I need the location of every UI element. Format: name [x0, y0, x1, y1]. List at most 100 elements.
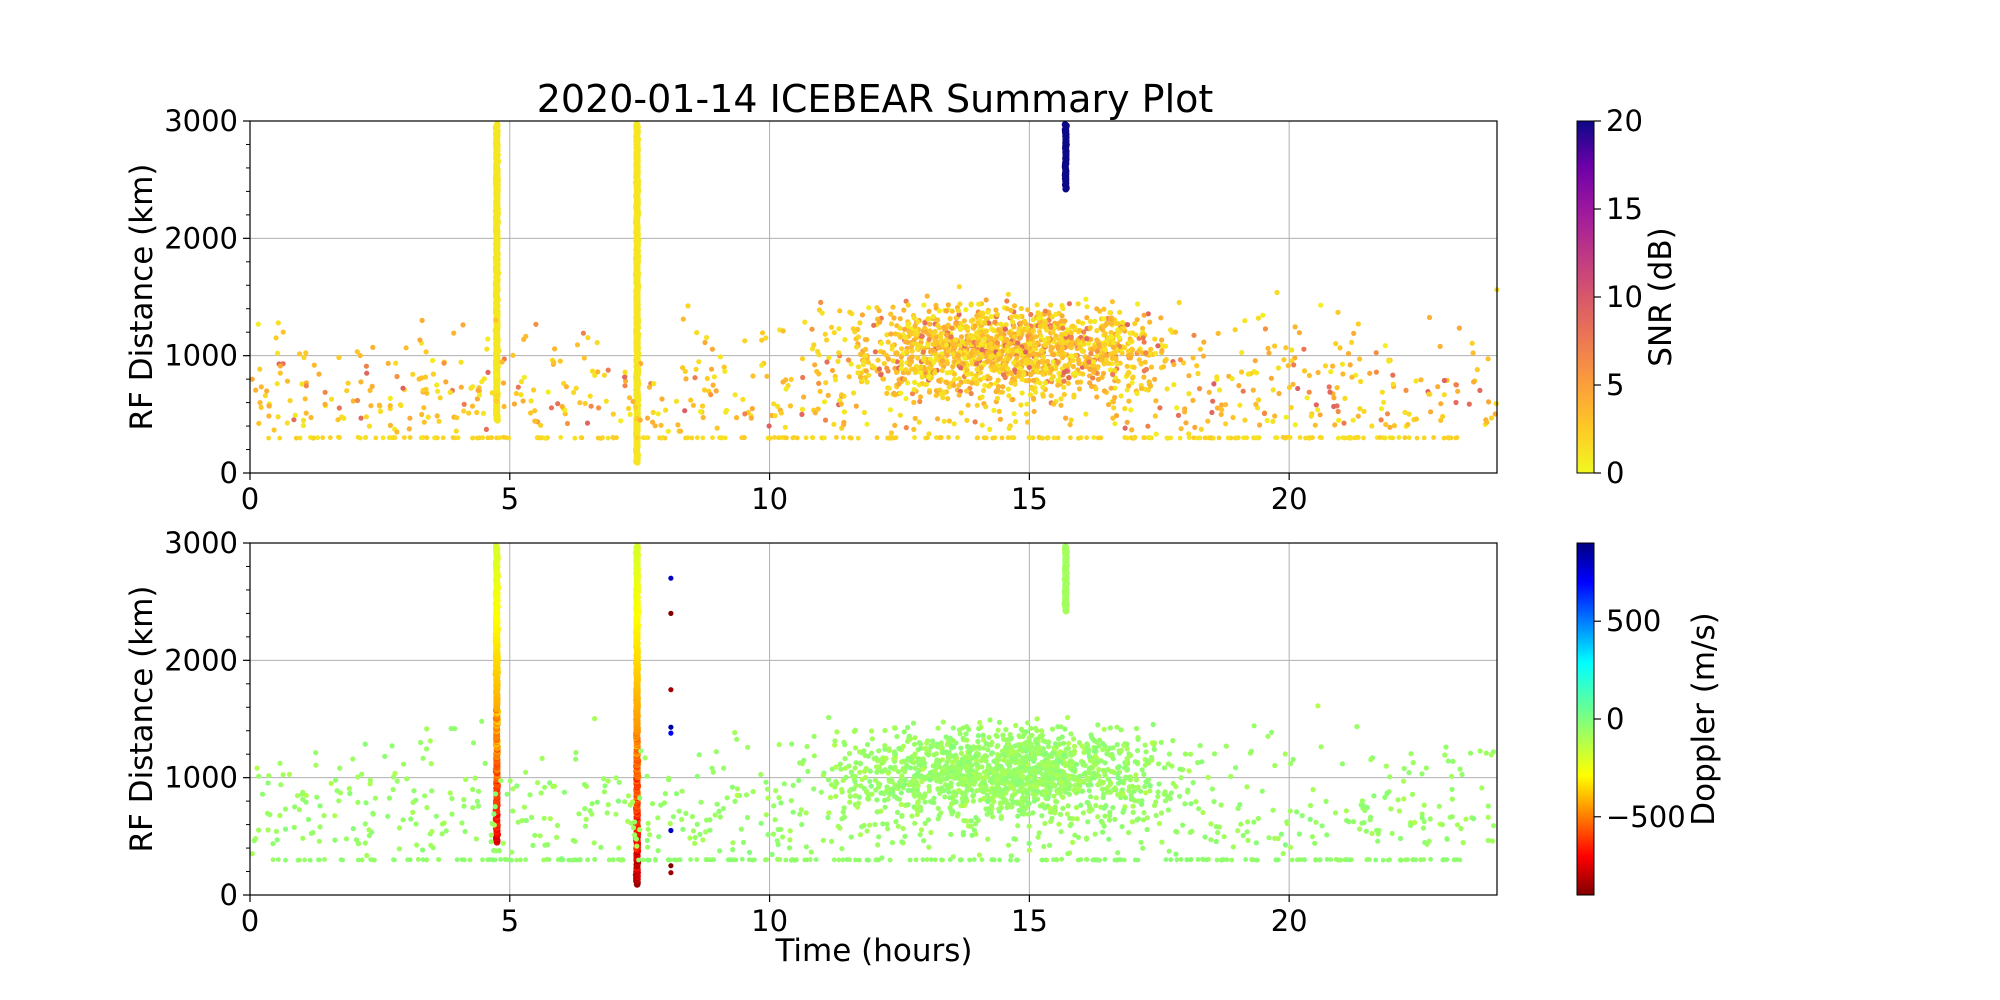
data-point — [717, 354, 724, 360]
data-point — [759, 337, 765, 343]
data-point — [855, 334, 862, 340]
data-point — [885, 339, 891, 345]
data-point — [1332, 422, 1338, 428]
data-point — [1037, 380, 1043, 386]
data-point — [1031, 408, 1037, 415]
data-point — [892, 392, 898, 398]
data-point — [978, 758, 984, 764]
data-point — [1065, 803, 1071, 809]
data-point — [1011, 435, 1017, 441]
data-point — [864, 421, 870, 427]
data-point — [1002, 326, 1009, 332]
data-point — [303, 383, 309, 389]
data-point — [1348, 435, 1353, 440]
data-point — [1337, 345, 1343, 351]
data-point — [1107, 367, 1114, 373]
data-point — [1186, 391, 1192, 397]
data-point — [633, 121, 641, 128]
data-point — [1118, 727, 1124, 733]
data-point — [1377, 435, 1383, 440]
data-point — [668, 863, 674, 869]
data-point — [1197, 346, 1203, 352]
data-point — [820, 772, 826, 778]
data-point — [925, 316, 931, 322]
data-point — [892, 331, 898, 337]
data-point — [905, 370, 912, 376]
data-point — [566, 857, 572, 863]
data-point — [1206, 389, 1212, 395]
data-point — [866, 305, 872, 311]
data-point — [690, 402, 697, 408]
data-point — [316, 371, 322, 377]
data-point — [579, 435, 585, 441]
data-point — [898, 801, 904, 808]
x-tick-label: 0 — [241, 482, 259, 516]
data-point — [1054, 321, 1060, 327]
data-point — [964, 388, 970, 394]
data-point — [1036, 352, 1042, 358]
data-point — [772, 435, 777, 440]
data-point — [440, 435, 446, 441]
data-point — [828, 324, 835, 330]
data-point — [1456, 325, 1462, 331]
data-point — [905, 380, 911, 386]
data-point — [1223, 421, 1229, 427]
data-point — [387, 395, 393, 401]
data-point — [1056, 325, 1062, 331]
data-point — [1195, 435, 1201, 441]
data-point — [300, 417, 307, 423]
data-point — [845, 357, 852, 363]
data-point — [1088, 351, 1094, 357]
data-point — [1058, 352, 1064, 358]
data-point — [485, 369, 491, 375]
data-point — [1017, 365, 1023, 371]
data-point — [1068, 334, 1074, 341]
data-point — [1057, 811, 1064, 818]
data-point — [956, 284, 962, 290]
data-point — [982, 320, 988, 326]
data-point — [1080, 320, 1086, 326]
data-point — [493, 398, 500, 404]
data-point — [1381, 399, 1387, 405]
data-point — [722, 368, 728, 374]
data-point — [994, 340, 1001, 346]
data-point — [923, 329, 929, 335]
data-point — [1131, 364, 1137, 370]
data-point — [1061, 384, 1067, 390]
data-point — [727, 857, 732, 863]
data-point — [270, 857, 276, 863]
y-tick-label: 1000 — [164, 339, 238, 373]
data-point — [1006, 425, 1012, 431]
data-point — [1186, 435, 1192, 441]
data-point — [987, 375, 993, 381]
data-point — [392, 857, 397, 863]
data-point — [555, 401, 561, 407]
data-point — [1110, 745, 1116, 751]
data-point — [345, 380, 351, 386]
data-point — [988, 340, 994, 346]
data-point — [874, 797, 880, 803]
data-point — [496, 348, 502, 354]
data-point — [1039, 728, 1045, 734]
data-point — [979, 857, 985, 863]
data-point — [1063, 331, 1069, 337]
data-point — [275, 414, 281, 420]
data-point — [521, 336, 527, 342]
data-point — [1107, 725, 1113, 731]
data-point — [855, 370, 861, 376]
data-point — [303, 410, 309, 416]
data-point — [1190, 780, 1196, 786]
data-point — [710, 382, 716, 388]
data-point — [680, 316, 686, 322]
data-point — [367, 387, 373, 393]
data-point — [322, 401, 328, 407]
data-point — [921, 302, 927, 308]
data-point — [646, 384, 653, 390]
data-point — [432, 435, 437, 441]
data-point — [1039, 857, 1045, 863]
data-point — [964, 371, 970, 377]
data-point — [1301, 368, 1308, 374]
data-point — [912, 435, 917, 440]
data-point — [868, 783, 874, 789]
